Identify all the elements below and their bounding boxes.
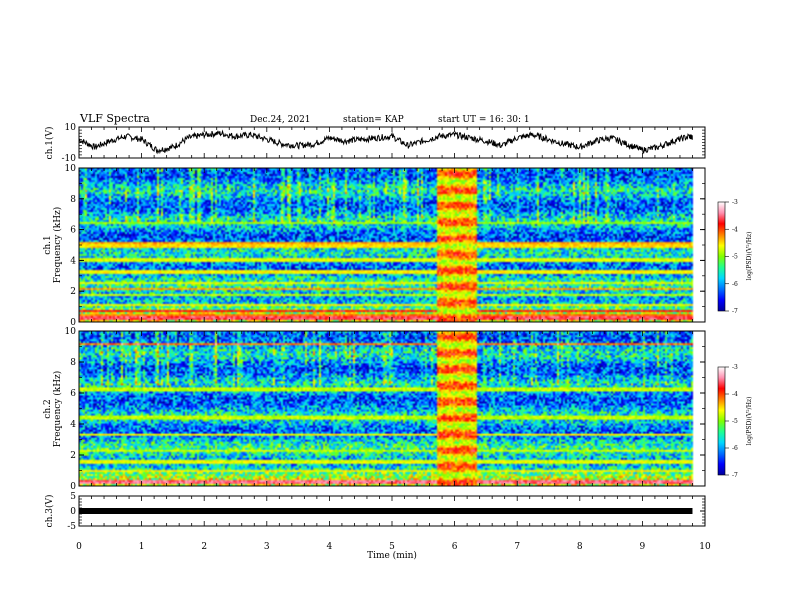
ch1-colorbar	[717, 201, 726, 312]
ytick-label: 4	[70, 256, 76, 266]
time-axis-ticks: 0 1 2 3 4 5 6 7 8 9 10	[76, 542, 711, 552]
colorbar-tick-label: -3	[732, 364, 738, 371]
ytick-label: -10	[62, 154, 77, 164]
ch1-spectrogram-image	[79, 168, 705, 322]
xtick-label: 8	[577, 542, 583, 552]
ch1-waveform-yticks: 10 -10	[62, 123, 706, 164]
ytick-label: 6	[70, 226, 76, 236]
xtick-label: 7	[514, 542, 520, 552]
ch1-colorbar-ticks: -3 -4 -5 -6 -7	[725, 199, 738, 315]
ytick-label: 0	[70, 318, 76, 328]
colorbar-tick-label: -3	[732, 199, 738, 206]
colorbar-tick-label: -7	[732, 472, 738, 479]
ch2-spectrogram-frequency-label: Frequency (kHz)	[52, 371, 63, 448]
colorbar-tick-label: -7	[732, 308, 738, 315]
ch2-spectrogram-yticks: 0 2 4 6 8 10	[65, 327, 706, 492]
xtick-label: 2	[201, 542, 207, 552]
header-station: station= KAP	[343, 115, 404, 125]
xtick-label: 4	[327, 542, 333, 552]
xtick-label: 3	[264, 542, 270, 552]
colorbar-tick-label: -6	[732, 281, 738, 288]
time-axis-label: Time (min)	[367, 550, 417, 561]
ch2-colorbar	[717, 366, 726, 476]
ch3-waveform-ylabel: ch.3(V)	[44, 495, 55, 528]
ch1-colorbar-label: log(PSD)(V²/Hz)	[746, 232, 753, 281]
colorbar-tick-label: -4	[732, 391, 738, 398]
ch1-spectrogram-ylabel: ch.1	[43, 235, 53, 254]
ch2-colorbar-label: log(PSD)(V²/Hz)	[746, 397, 753, 446]
ytick-label: 5	[70, 492, 76, 502]
xtick-label: 0	[76, 542, 82, 552]
header-start-time: start UT = 16: 30: 1	[438, 115, 530, 125]
ytick-label: 10	[65, 164, 77, 174]
xtick-label: 1	[139, 542, 145, 552]
colorbar-tick-label: -4	[732, 226, 738, 233]
colorbar-tick-label: -6	[732, 445, 738, 452]
ch1-waveform-panel: 10 -10 ch.1(V)	[44, 123, 706, 164]
ytick-label: 8	[70, 195, 76, 205]
colorbar-tick-label: -5	[732, 418, 738, 425]
xtick-label: 9	[640, 542, 646, 552]
figure-title: VLF Spectra	[79, 112, 150, 125]
ytick-label: 0	[70, 507, 76, 517]
ytick-label: 2	[70, 451, 76, 461]
ch3-waveform-yticks: 5 0 -5	[67, 492, 706, 532]
ch2-colorbar-ticks: -3 -4 -5 -6 -7	[725, 364, 738, 479]
ytick-label: 6	[70, 389, 76, 399]
ch1-spectrogram-yticks: 0 2 4 6 8 10	[65, 164, 706, 328]
xtick-label: 6	[452, 542, 458, 552]
ch1-waveform-ylabel: ch.1(V)	[44, 127, 55, 160]
ch3-waveform-panel: 5 0 -5 ch.3(V)	[44, 492, 706, 532]
ch2-spectrogram-ylabel: ch.2	[43, 399, 53, 418]
ytick-label: 0	[70, 482, 76, 492]
xtick-label: 5	[389, 542, 395, 552]
ch1-waveform-trace	[78, 129, 693, 155]
ytick-label: 10	[65, 123, 77, 133]
ch2-spectrogram-image	[79, 331, 705, 486]
ytick-label: 8	[70, 358, 76, 368]
ch1-spectrogram-frequency-label: Frequency (kHz)	[52, 207, 63, 284]
colorbar-tick-label: -5	[732, 254, 738, 261]
ytick-label: -5	[67, 522, 76, 532]
header-date: Dec.24, 2021	[250, 115, 311, 125]
ytick-label: 2	[70, 287, 76, 297]
xtick-label: 10	[699, 542, 711, 552]
ytick-label: 4	[70, 420, 76, 430]
ytick-label: 10	[65, 327, 77, 337]
